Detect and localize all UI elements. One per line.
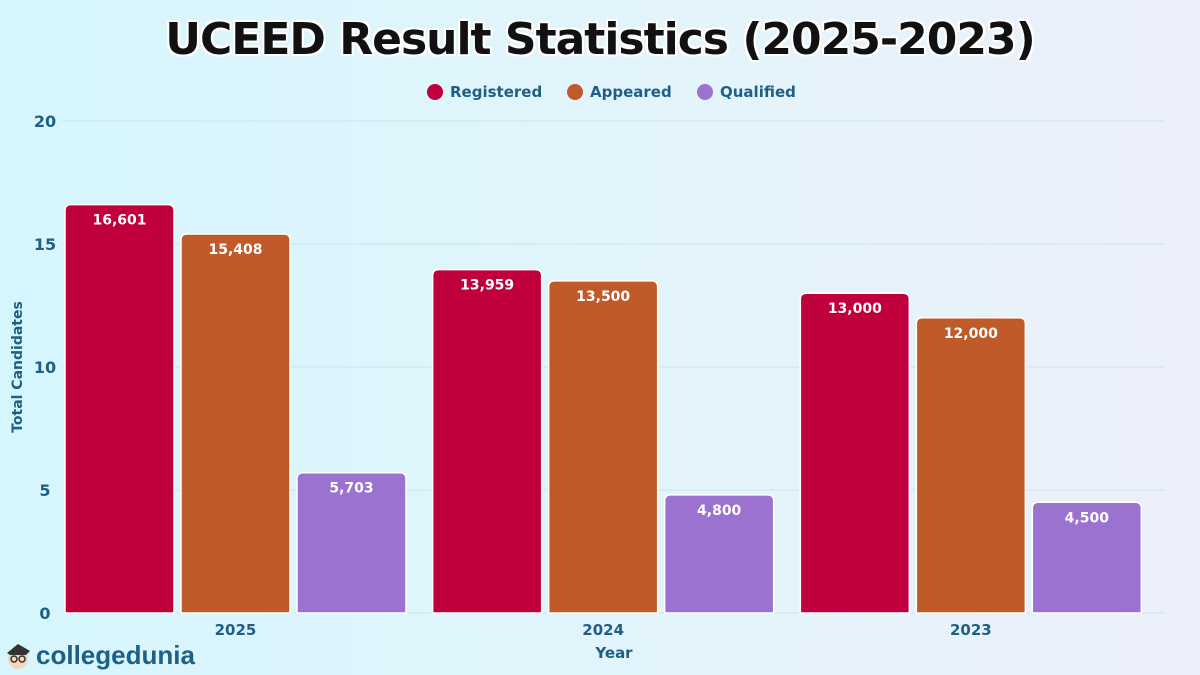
chart-title: UCEED Result Statistics (2025-2023)	[165, 14, 1035, 65]
mascot-icon	[7, 643, 30, 669]
x-tick-label: 2023	[950, 621, 992, 639]
bar-qualified	[1031, 501, 1143, 614]
legend-marker-registered	[427, 84, 443, 100]
legend-label: Qualified	[720, 83, 796, 101]
y-tick-label: 10	[34, 358, 56, 377]
bar-registered	[64, 203, 175, 614]
x-tick-label: 2025	[215, 621, 257, 639]
data-label: 15,408	[208, 242, 262, 258]
bar-appeared	[547, 280, 659, 614]
bar-qualified	[663, 494, 775, 614]
bar-registered	[799, 292, 911, 614]
y-tick-label: 0	[39, 604, 50, 623]
legend-marker-appeared	[567, 84, 583, 100]
data-label: 16,601	[92, 213, 146, 229]
data-label: 12,000	[944, 326, 998, 342]
legend-label: Appeared	[590, 83, 672, 101]
data-label: 4,800	[697, 503, 742, 519]
legend-label: Registered	[450, 83, 542, 101]
logo-text: collegedunia	[36, 640, 195, 670]
x-axis-label: Year	[594, 644, 633, 662]
bar-appeared	[180, 233, 291, 614]
collegedunia-logo: collegedunia	[4, 640, 195, 671]
bar-appeared	[915, 317, 1027, 614]
bar-qualified	[296, 471, 407, 614]
legend-marker-qualified	[697, 84, 713, 100]
data-label: 13,500	[576, 289, 630, 305]
data-label: 5,703	[329, 481, 373, 497]
data-label: 13,959	[460, 278, 514, 294]
bar-registered	[431, 268, 543, 614]
data-label: 4,500	[1065, 510, 1110, 526]
y-tick-label: 5	[39, 481, 50, 500]
y-tick-label: 15	[34, 235, 56, 254]
x-tick-label: 2024	[582, 621, 624, 639]
y-tick-label: 20	[34, 112, 56, 131]
data-label: 13,000	[828, 301, 882, 317]
y-axis-label: Total Candidates	[10, 301, 26, 433]
